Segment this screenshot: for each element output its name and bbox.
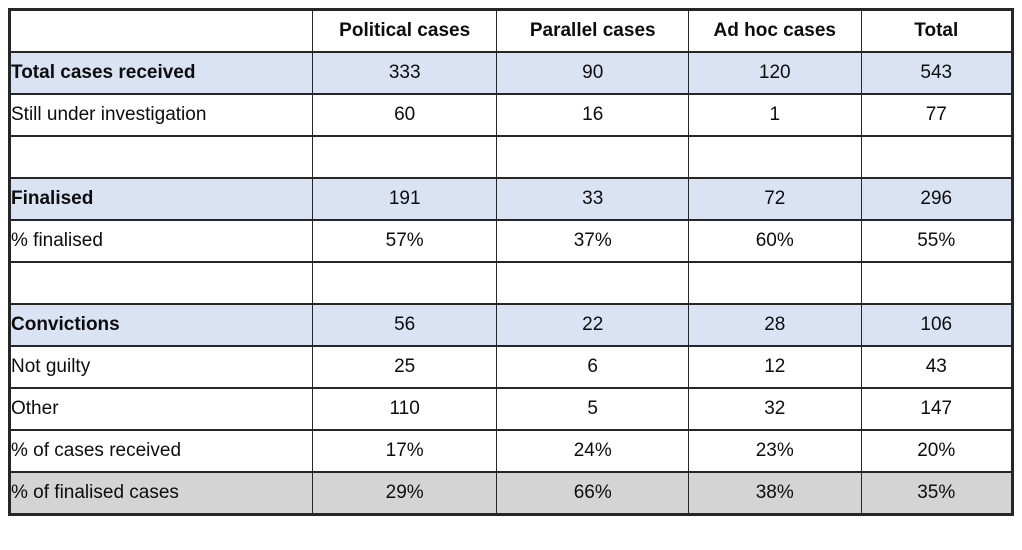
table-row: % of finalised cases 29% 66% 38% 35% [9,471,1014,516]
row-label [9,135,313,179]
column-header: Parallel cases [496,8,689,53]
row-value [688,261,862,305]
row-value: 37% [496,219,689,263]
table-row: % finalised 57% 37% 60% 55% [9,219,1014,263]
table-row: Other 110 5 32 147 [9,387,1014,431]
row-value: 60 [311,93,498,137]
row-value: 20% [860,429,1014,473]
column-header: Total [860,8,1014,53]
row-label: Not guilty [9,345,313,389]
row-value: 35% [860,471,1014,516]
row-value: 110 [311,387,498,431]
row-label: Other [9,387,313,431]
row-label: Finalised [9,177,313,221]
row-value: 43 [860,345,1014,389]
row-value: 57% [311,219,498,263]
row-label: % finalised [9,219,313,263]
row-value: 6 [496,345,689,389]
table-row: Convictions 56 22 28 106 [9,303,1014,347]
table-row [9,135,1014,179]
row-value: 56 [311,303,498,347]
table-row: % of cases received 17% 24% 23% 20% [9,429,1014,473]
row-value [496,135,689,179]
table-row: Not guilty 25 6 12 43 [9,345,1014,389]
row-value: 66% [496,471,689,516]
column-header: Ad hoc cases [688,8,862,53]
row-value: 90 [496,51,689,95]
table-row: Still under investigation 60 16 1 77 [9,93,1014,137]
table-body: Total cases received 333 90 120 543 Still und… [9,51,1014,516]
cases-statistics-table-container: Political cases Parallel cases Ad hoc case… [8,8,1014,516]
table-row [9,261,1014,305]
row-value: 33 [496,177,689,221]
corner-header-cell [9,8,313,53]
row-value: 12 [688,345,862,389]
row-value: 32 [688,387,862,431]
row-value: 22 [496,303,689,347]
row-value [860,135,1014,179]
row-label: % of finalised cases [9,471,313,516]
row-value: 38% [688,471,862,516]
row-value: 1 [688,93,862,137]
row-label: Total cases received [9,51,313,95]
row-value [860,261,1014,305]
row-value: 333 [311,51,498,95]
row-value: 60% [688,219,862,263]
row-value: 147 [860,387,1014,431]
row-value: 5 [496,387,689,431]
row-value: 543 [860,51,1014,95]
row-value: 24% [496,429,689,473]
row-value: 17% [311,429,498,473]
row-label: % of cases received [9,429,313,473]
row-value [311,261,498,305]
cases-statistics-table: Political cases Parallel cases Ad hoc case… [8,8,1014,516]
row-value: 120 [688,51,862,95]
row-value [311,135,498,179]
row-value: 29% [311,471,498,516]
row-value: 16 [496,93,689,137]
row-value [496,261,689,305]
row-value: 28 [688,303,862,347]
table-row: Total cases received 333 90 120 543 [9,51,1014,95]
column-header: Political cases [311,8,498,53]
table-row: Finalised 191 33 72 296 [9,177,1014,221]
row-value: 72 [688,177,862,221]
row-value [688,135,862,179]
row-value: 296 [860,177,1014,221]
row-label [9,261,313,305]
row-label: Still under investigation [9,93,313,137]
row-value: 23% [688,429,862,473]
row-value: 106 [860,303,1014,347]
row-value: 55% [860,219,1014,263]
row-value: 77 [860,93,1014,137]
table-header-row: Political cases Parallel cases Ad hoc case… [9,8,1014,53]
row-value: 25 [311,345,498,389]
row-value: 191 [311,177,498,221]
row-label: Convictions [9,303,313,347]
